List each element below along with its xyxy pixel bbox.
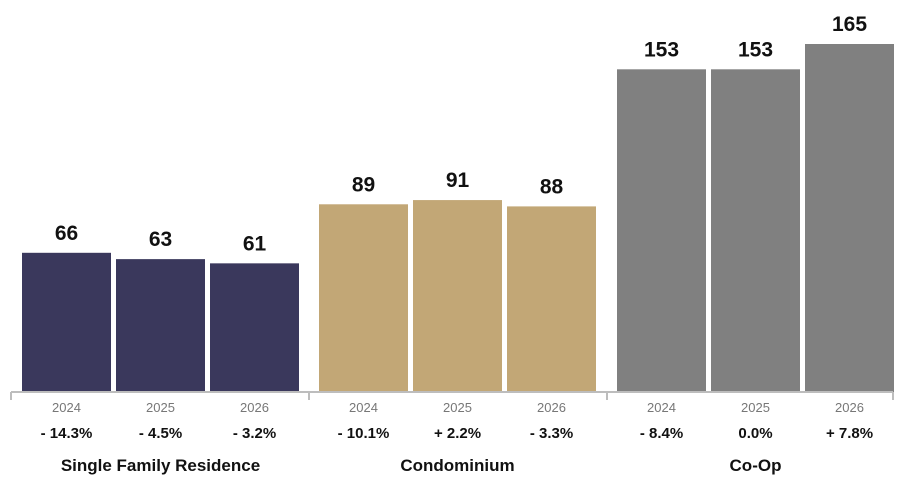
change-percent-label: + 7.8%: [826, 425, 873, 442]
year-tick-label: 2024: [349, 400, 378, 415]
year-tick-label: 2024: [52, 400, 81, 415]
change-percent-label: - 14.3%: [41, 425, 93, 442]
bar-value-label: 61: [243, 232, 267, 255]
bar: [413, 200, 502, 392]
bar-value-label: 63: [149, 228, 172, 251]
bars-layer: [22, 44, 894, 393]
change-percent-label: - 8.4%: [640, 425, 683, 442]
year-tick-label: 2025: [146, 400, 175, 415]
year-tick-label: 2024: [647, 400, 676, 415]
change-percent-label: - 3.3%: [530, 425, 573, 442]
change-percent-label: - 10.1%: [338, 425, 390, 442]
bar: [210, 263, 299, 392]
bar: [617, 69, 706, 393]
bar-value-label: 153: [644, 38, 679, 61]
bar-value-label: 66: [55, 222, 78, 245]
category-group-label: Single Family Residence: [61, 456, 260, 475]
bar: [507, 206, 596, 392]
year-tick-label: 2026: [835, 400, 864, 415]
category-group-label: Co-Op: [730, 456, 782, 475]
year-tick-label: 2025: [741, 400, 770, 415]
bar-value-label: 91: [446, 169, 470, 192]
bar: [116, 259, 205, 392]
change-percent-label: - 3.2%: [233, 425, 276, 442]
change-percent-label: + 2.2%: [434, 425, 481, 442]
bar: [805, 44, 894, 392]
bar: [319, 204, 408, 392]
bar-value-label: 153: [738, 38, 773, 61]
bar-value-label: 88: [540, 175, 564, 198]
change-percent-label: - 4.5%: [139, 425, 182, 442]
year-tick-label: 2026: [240, 400, 269, 415]
bar: [22, 252, 111, 392]
year-tick-label: 2025: [443, 400, 472, 415]
bar-value-label: 89: [352, 173, 375, 196]
year-tick-label: 2026: [537, 400, 566, 415]
change-percent-label: 0.0%: [738, 425, 772, 442]
category-group-label: Condominium: [400, 456, 514, 475]
x-axis: [10, 391, 894, 400]
bar: [711, 69, 800, 393]
bar-value-label: 165: [832, 13, 867, 36]
labels-layer: 66 2024 - 14.3% 63 2025 - 4.5% 61 2026 - 3.2% Sin…: [41, 13, 873, 475]
